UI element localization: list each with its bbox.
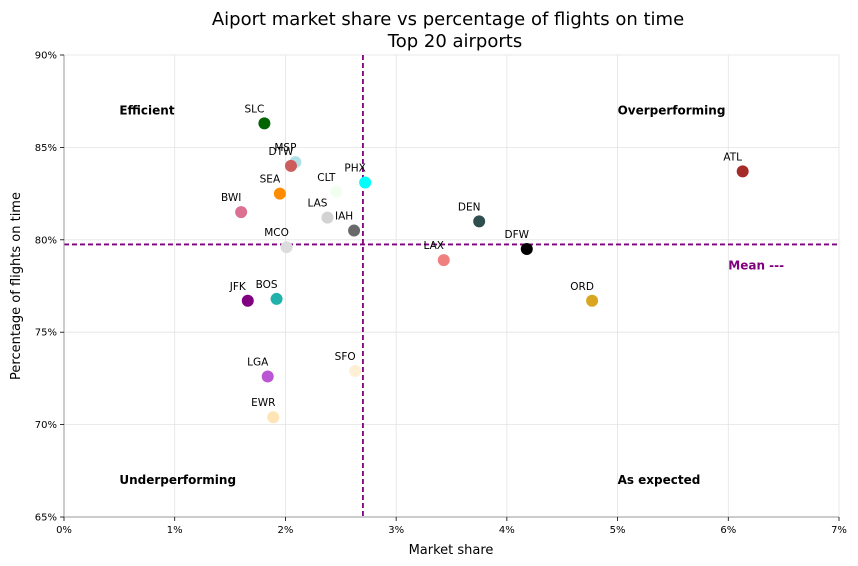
- data-point-label: SLC: [244, 103, 264, 115]
- chart-subtitle: Top 20 airports: [387, 31, 522, 52]
- data-point-label: JFK: [229, 281, 247, 293]
- quadrant-label: Underperforming: [119, 473, 236, 487]
- quadrant-label: As expected: [618, 473, 701, 487]
- data-point: [330, 185, 343, 198]
- quadrant-label: Efficient: [119, 103, 174, 117]
- data-point-group: EWR: [251, 397, 280, 424]
- data-point-group: DFW: [505, 229, 533, 256]
- y-axis-label: Percentage of flights on time: [9, 192, 24, 380]
- data-point-label: LAS: [308, 198, 328, 210]
- x-tick-label: 5%: [610, 525, 626, 536]
- data-point-label: MCO: [264, 227, 289, 239]
- data-point-label: MSP: [274, 142, 296, 154]
- data-point: [736, 165, 749, 178]
- data-point-label: SEA: [260, 174, 281, 186]
- data-point-group: DTW: [269, 146, 297, 172]
- data-point-label: ATL: [723, 151, 742, 163]
- data-point-label: LAX: [424, 240, 444, 252]
- x-tick-label: 1%: [167, 525, 183, 536]
- ticks: 0% 1% 2% 3% 4% 5% 6% 7% 65% 70% 75% 80% 85% 90%: [35, 51, 847, 537]
- x-tick-label: 6%: [720, 525, 736, 536]
- data-point: [359, 176, 372, 189]
- data-point-label: SFO: [335, 351, 356, 363]
- data-point-label: IAH: [335, 211, 353, 223]
- x-tick-label: 2%: [277, 525, 293, 536]
- data-point: [270, 292, 283, 305]
- data-point-group: SFO: [335, 351, 362, 378]
- data-point-group: SLC: [244, 103, 271, 130]
- y-tick-label: 85%: [35, 143, 57, 154]
- mean-lines: Mean ---: [64, 55, 839, 517]
- y-tick-label: 75%: [35, 328, 57, 339]
- data-point-group: DEN: [458, 201, 486, 228]
- data-point-group: ATL: [723, 151, 749, 178]
- data-point: [586, 294, 599, 307]
- y-tick-label: 90%: [35, 51, 57, 62]
- data-point: [241, 294, 254, 307]
- data-point-group: LAX: [424, 240, 450, 267]
- data-point: [349, 365, 362, 378]
- data-point: [348, 224, 361, 237]
- data-point: [273, 187, 286, 200]
- data-point-group: SEA: [260, 174, 286, 200]
- data-point-group: ORD: [570, 281, 599, 307]
- data-point-group: LAS: [308, 198, 334, 224]
- grid: [63, 54, 840, 518]
- quadrant-label: Overperforming: [618, 103, 726, 117]
- x-tick-label: 7%: [831, 525, 847, 536]
- data-point: [280, 241, 293, 254]
- y-tick-label: 70%: [35, 420, 57, 431]
- data-point-label: EWR: [251, 397, 275, 409]
- data-point: [258, 117, 271, 130]
- x-tick-label: 3%: [388, 525, 404, 536]
- data-point-label: BOS: [256, 279, 278, 291]
- data-point-label: ORD: [570, 281, 594, 293]
- quadrant-labels: Efficient Overperforming Underperforming As…: [119, 103, 725, 487]
- data-point: [261, 370, 274, 383]
- data-point: [284, 159, 297, 172]
- data-point: [321, 211, 334, 224]
- data-point-group: MCO: [264, 227, 293, 254]
- data-point: [235, 206, 248, 219]
- data-point-label: LGA: [247, 357, 269, 369]
- data-point: [437, 254, 450, 267]
- data-point-label: PHX: [344, 163, 365, 175]
- y-tick-label: 65%: [35, 513, 57, 524]
- data-point-group: BWI: [221, 192, 248, 219]
- axes-spines: [63, 55, 839, 518]
- data-point-label: DEN: [458, 201, 481, 213]
- data-point-group: JFK: [229, 281, 254, 307]
- data-point-label: BWI: [221, 192, 241, 204]
- data-point-label: CLT: [317, 172, 336, 184]
- x-axis-label: Market share: [409, 543, 494, 558]
- data-point: [520, 243, 533, 256]
- y-tick-label: 80%: [35, 235, 57, 246]
- data-point-group: BOS: [256, 279, 283, 305]
- x-tick-label: 4%: [499, 525, 515, 536]
- mean-label: Mean ---: [728, 258, 784, 272]
- data-point-label: DTW: [269, 146, 294, 158]
- x-tick-label: 0%: [56, 525, 72, 536]
- data-point: [267, 411, 280, 424]
- data-point: [473, 215, 486, 228]
- data-point-label: DFW: [505, 229, 530, 241]
- chart-title: Aiport market share vs percentage of fli…: [212, 9, 684, 30]
- data-point-group: LGA: [247, 357, 274, 383]
- data-point-group: CLT: [317, 172, 343, 198]
- data-point-group: PHX: [344, 163, 372, 189]
- data-point-group: IAH: [335, 211, 361, 237]
